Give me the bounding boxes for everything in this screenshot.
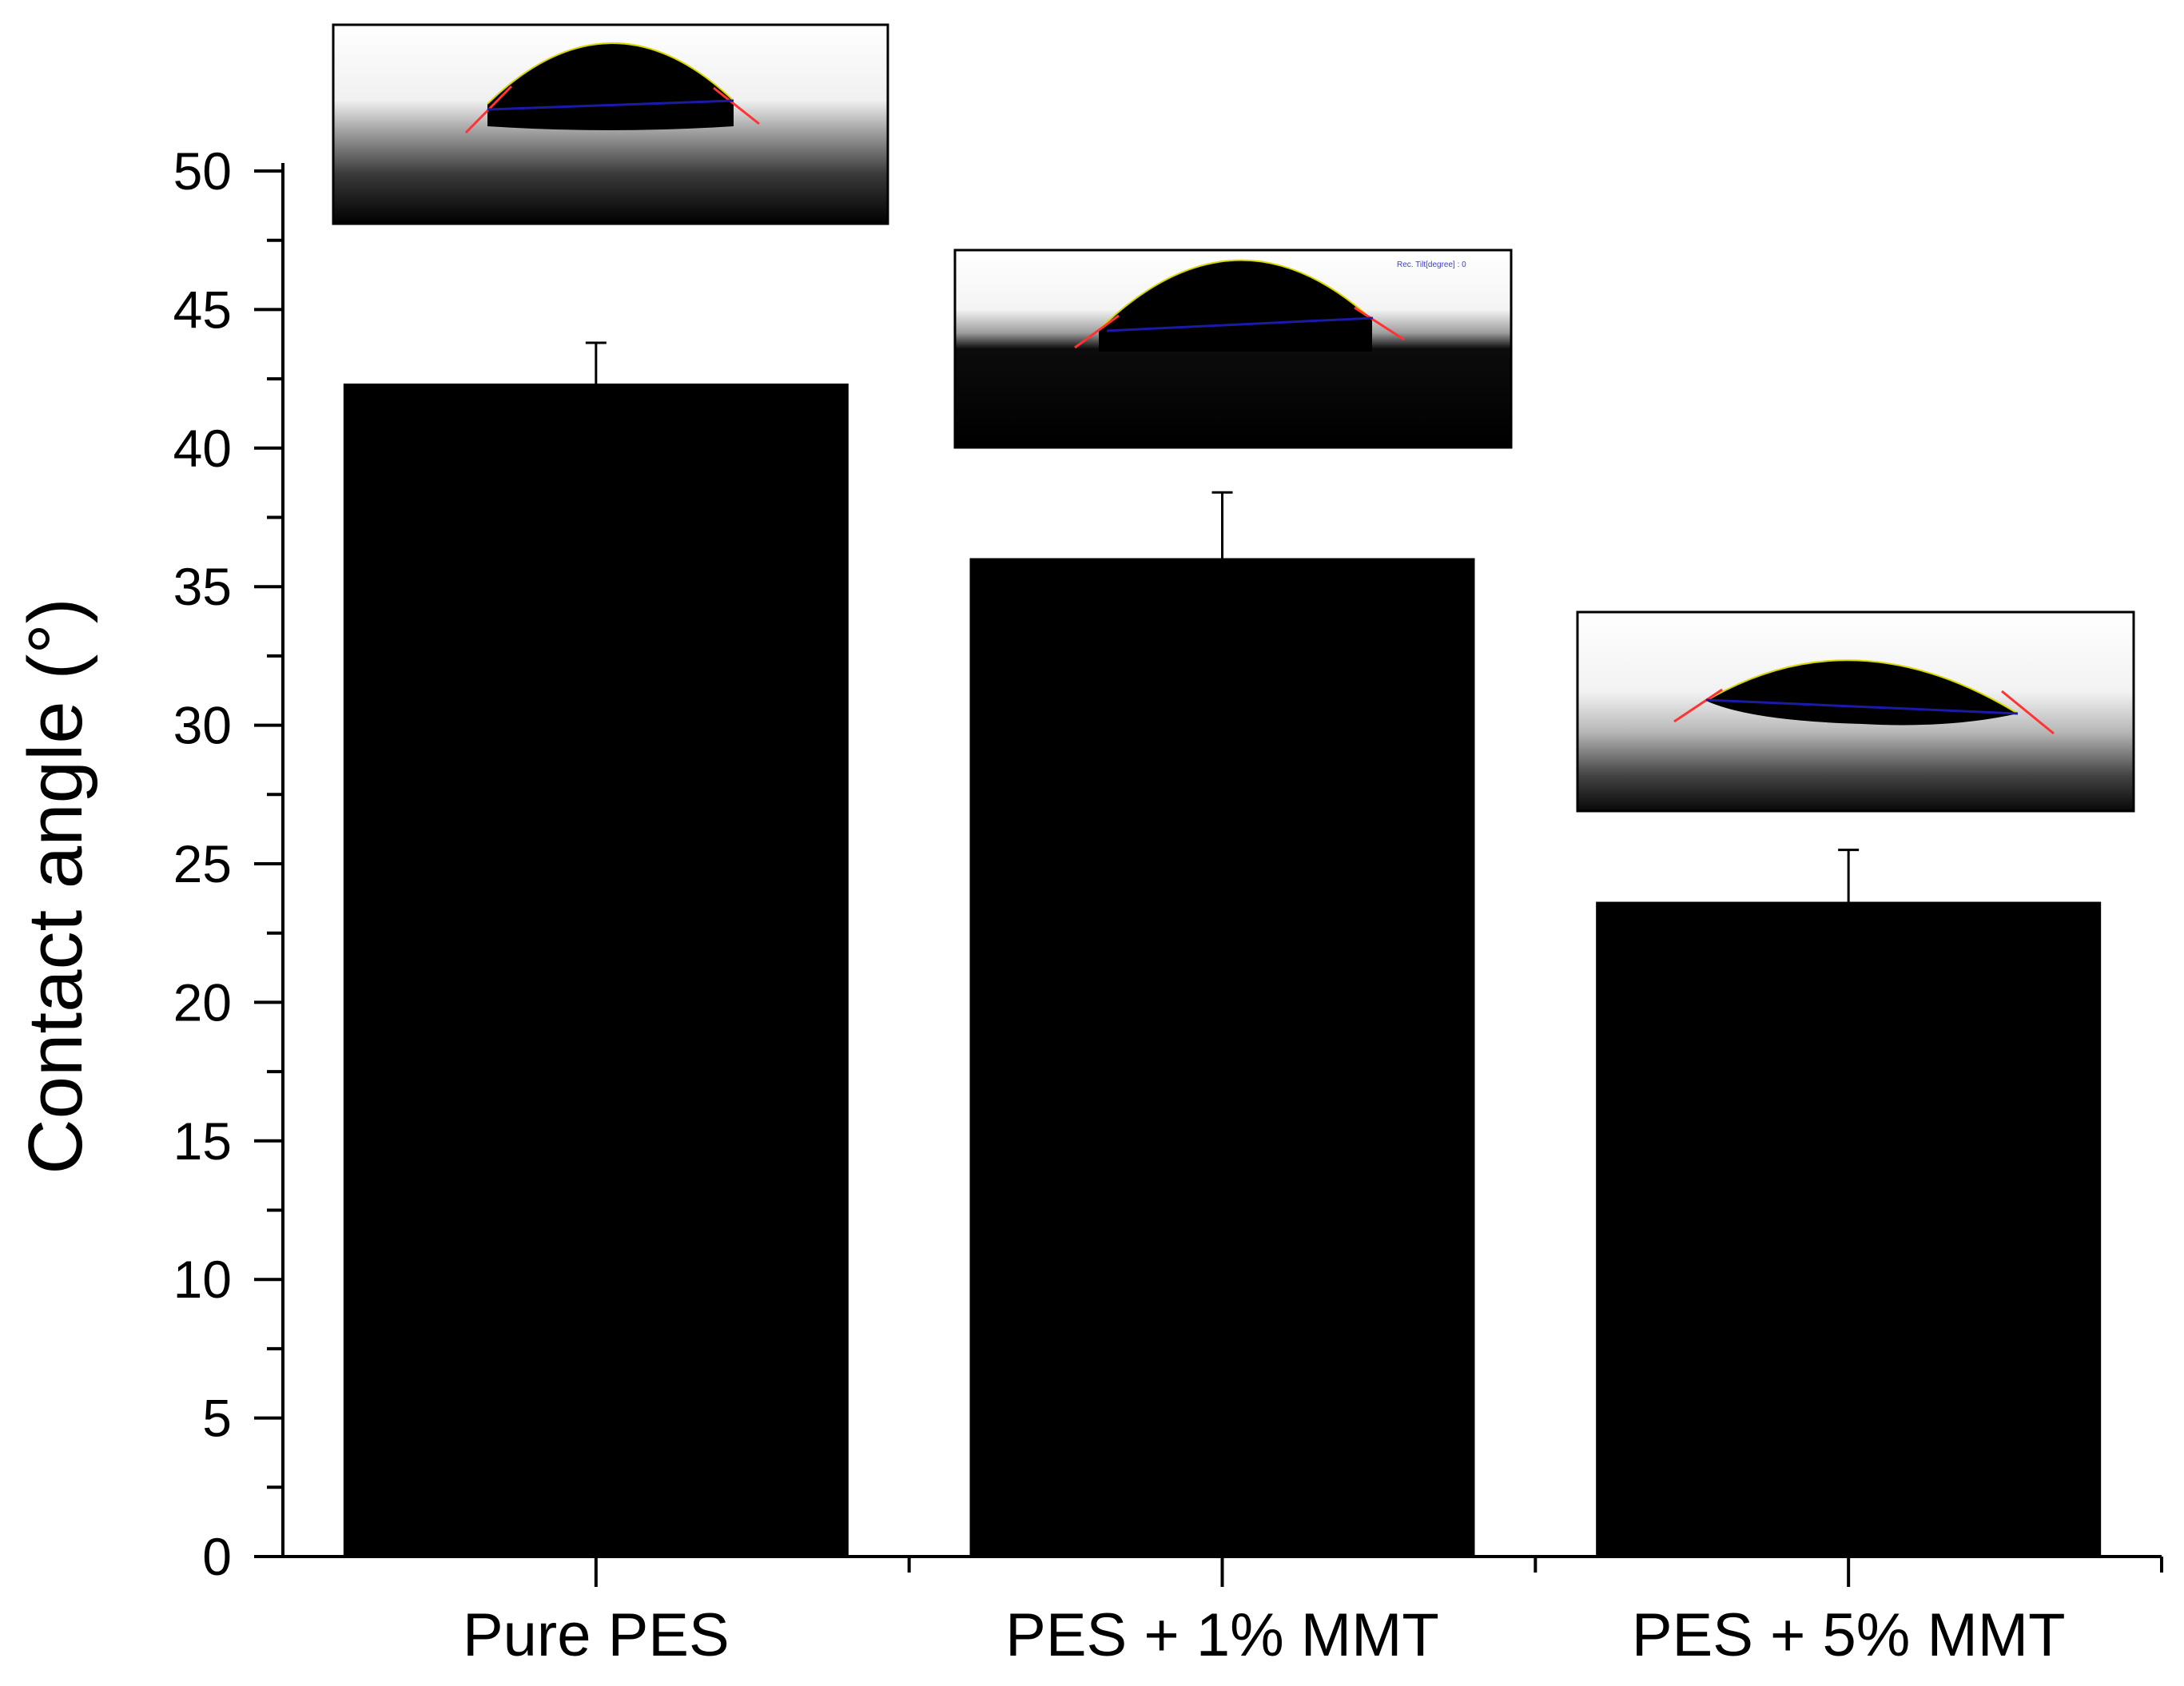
fit-line-left <box>1673 688 1723 723</box>
bar-3 <box>1596 901 2102 1557</box>
droplet-edge <box>1705 659 2019 714</box>
droplet-image-pure-pes <box>332 23 889 225</box>
y-tick-label: 5 <box>202 1389 232 1448</box>
x-category-label: Pure PES <box>463 1601 730 1669</box>
bar-2 <box>969 558 1475 1557</box>
bar-1 <box>343 384 849 1557</box>
y-tick-label: 15 <box>173 1111 232 1171</box>
tilt-readout: Rec. Tilt[degree] : 0 <box>1397 260 1466 269</box>
droplet-image-pes-1-mmt: Rec. Tilt[degree] : 0 <box>953 249 1513 449</box>
y-tick-label: 30 <box>173 696 232 755</box>
droplet-edge <box>487 42 734 105</box>
plot-area: 0 5 10 15 20 25 30 35 40 45 50 Pure PES PES + 1% MMT… <box>173 141 2163 1669</box>
baseline-line <box>1106 316 1374 332</box>
baseline-line <box>487 99 734 111</box>
baseline-line <box>1705 698 2019 715</box>
y-tick-label: 10 <box>173 1250 232 1309</box>
y-tick-label: 20 <box>173 972 232 1032</box>
x-category-label: PES + 5% MMT <box>1632 1601 2066 1669</box>
droplet-image-pes-5-mmt <box>1576 610 2135 813</box>
x-category-label: PES + 1% MMT <box>1005 1601 1439 1669</box>
droplet-edge <box>1098 259 1373 331</box>
fit-line-left <box>1074 314 1120 349</box>
y-tick-label: 35 <box>173 557 232 616</box>
y-tick-label: 45 <box>173 280 232 339</box>
y-tick-label: 25 <box>173 834 232 893</box>
y-tick-label: 40 <box>173 419 232 478</box>
fit-line-right <box>1354 306 1405 341</box>
y-axis-title: Contact angle (°) <box>13 598 98 1174</box>
y-tick-label: 50 <box>173 141 232 201</box>
fit-line-right <box>713 86 760 125</box>
fit-line-right <box>2001 690 2055 735</box>
y-tick-label: 0 <box>202 1527 232 1586</box>
